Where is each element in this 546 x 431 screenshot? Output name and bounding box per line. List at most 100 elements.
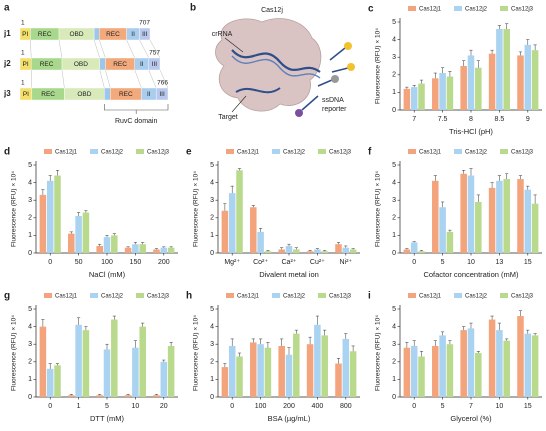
x-tick-label: Ca²⁺ [282, 259, 297, 266]
legend-swatch [500, 6, 508, 11]
bar [46, 368, 54, 397]
bar [475, 201, 482, 253]
bar [124, 247, 132, 253]
legend-swatch [318, 149, 326, 154]
domain-label: REC [41, 91, 55, 98]
bar [349, 249, 357, 253]
error-bar [169, 246, 173, 248]
error-bar [433, 72, 437, 79]
error-bar [441, 201, 445, 208]
error-bar [141, 322, 145, 327]
legend-label: Cas12j1 [55, 150, 78, 156]
protein-illustration [215, 18, 355, 117]
reporter-label: reporter [322, 106, 347, 113]
legend-swatch [226, 293, 234, 298]
x-tick-label: 13 [496, 259, 504, 266]
y-tick-label: 0 [392, 107, 396, 114]
error-bar [133, 242, 137, 245]
legend-label: Cas12j2 [283, 150, 306, 156]
y-tick-label: 5 [210, 162, 214, 169]
error-bar [448, 340, 452, 345]
error-bar [287, 347, 291, 355]
legend-swatch [454, 293, 462, 298]
bar [160, 361, 168, 397]
bar [306, 251, 314, 253]
error-bar [490, 49, 494, 54]
x-axis-label: DTT (mM) [90, 414, 125, 423]
error-bar [490, 182, 494, 188]
x-tick-label: 10 [496, 403, 504, 410]
y-tick-label: 3 [210, 341, 214, 348]
panel-label: i [368, 291, 371, 302]
bar [228, 193, 236, 253]
row-label: j2 [3, 59, 11, 68]
y-tick-label: 1 [28, 376, 32, 383]
connector [61, 69, 65, 89]
error-bar [223, 203, 227, 211]
bar [418, 83, 425, 110]
reporter [331, 67, 349, 73]
bar [221, 210, 229, 253]
bar [264, 347, 272, 397]
error-bar [105, 343, 109, 350]
bar [285, 354, 293, 397]
x-tick-label: 100 [255, 403, 267, 410]
y-tick-label: 0 [210, 394, 214, 401]
error-bar [48, 363, 52, 369]
y-tick-label: 0 [392, 394, 396, 401]
x-tick-label: 5 [441, 403, 445, 410]
y-tick-label: 1 [28, 232, 32, 239]
error-bar [315, 315, 319, 325]
y-tick-label: 1 [210, 232, 214, 239]
error-bar [154, 394, 159, 396]
legend-swatch [90, 149, 98, 154]
error-bar [251, 205, 255, 208]
start-label: 1 [21, 80, 25, 87]
y-tick-label: 0 [210, 250, 214, 257]
legend-swatch [408, 149, 416, 154]
legend-swatch [318, 293, 326, 298]
y-tick-label: 5 [392, 306, 396, 313]
domain-label: III [159, 91, 165, 98]
y-tick-label: 3 [28, 197, 32, 204]
bar [531, 203, 539, 253]
connector [139, 39, 149, 59]
error-bar [526, 329, 530, 334]
bar [321, 335, 328, 397]
domain-label: REC [106, 31, 120, 38]
x-tick-label: 5 [441, 259, 445, 266]
bar [488, 187, 496, 253]
x-tick-label: 10 [467, 259, 475, 266]
connector [134, 69, 142, 89]
x-tick-label: 7.5 [438, 116, 448, 123]
x-tick-label: 1 [77, 403, 81, 410]
bar [418, 356, 425, 397]
domain [139, 27, 151, 41]
domain-label: II [140, 61, 144, 68]
y-axis-label: Fluorescence (RFU) × 10⁴ [11, 315, 18, 391]
error-bar [55, 170, 60, 176]
bar [103, 349, 111, 397]
bar [467, 55, 475, 110]
legend-label: Cas12j1 [419, 294, 442, 300]
error-bar [518, 51, 523, 56]
bar [439, 335, 446, 397]
end-label: 707 [139, 20, 150, 27]
y-tick-label: 3 [392, 341, 396, 348]
legend-label: Cas12j2 [465, 7, 488, 13]
bar [46, 180, 54, 253]
error-bar [533, 333, 537, 336]
error-bar [405, 342, 409, 348]
error-bar [412, 340, 416, 346]
bar [503, 340, 510, 397]
connector [30, 39, 32, 59]
legend-swatch [500, 293, 508, 298]
legend-label: Cas12j1 [237, 150, 260, 156]
bar [132, 244, 139, 253]
error-bar [77, 212, 81, 217]
error-bar [41, 319, 45, 327]
bar [111, 235, 118, 253]
bar [432, 78, 439, 110]
error-bar [533, 194, 537, 204]
x-tick-label: 9 [526, 116, 530, 123]
